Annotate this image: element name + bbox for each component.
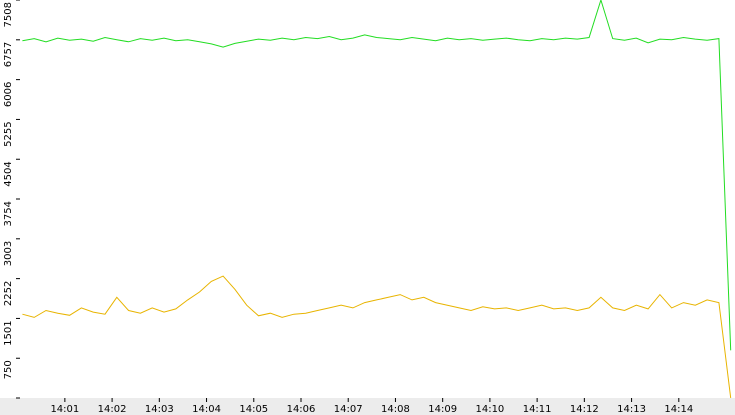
x-tick-label: 14:05 bbox=[239, 404, 268, 415]
x-tick-label: 14:07 bbox=[334, 404, 363, 415]
x-axis-band bbox=[0, 398, 735, 415]
x-tick-label: 14:04 bbox=[192, 404, 221, 415]
y-tick-label: 3003 bbox=[3, 241, 14, 266]
line-series bbox=[22, 275, 732, 399]
y-tick-label: 5255 bbox=[3, 121, 14, 146]
y-tick-label: 3754 bbox=[3, 201, 14, 226]
x-tick-label: 14:06 bbox=[287, 404, 316, 415]
x-tick-label: 14:13 bbox=[617, 404, 646, 415]
x-tick-label: 14:12 bbox=[570, 404, 599, 415]
y-tick-label: 1501 bbox=[3, 320, 14, 345]
y-tick-label: 4504 bbox=[3, 161, 14, 186]
y-tick-label: 2252 bbox=[3, 281, 14, 306]
y-tick-label: 7508 bbox=[3, 2, 14, 27]
y-tick-label: 6006 bbox=[3, 82, 14, 107]
x-tick-label: 14:02 bbox=[98, 404, 127, 415]
x-tick-label: 14:10 bbox=[475, 404, 504, 415]
x-tick-label: 14:11 bbox=[523, 404, 552, 415]
x-tick-label: 14:09 bbox=[428, 404, 457, 415]
line-series bbox=[22, 0, 732, 351]
y-tick-label: 6757 bbox=[3, 42, 14, 67]
x-tick-label: 14:01 bbox=[50, 404, 79, 415]
x-tick-label: 14:03 bbox=[145, 404, 174, 415]
y-tick-label: 750 bbox=[3, 360, 14, 379]
x-tick-label: 14:08 bbox=[381, 404, 410, 415]
x-tick-label: 14:14 bbox=[664, 404, 693, 415]
